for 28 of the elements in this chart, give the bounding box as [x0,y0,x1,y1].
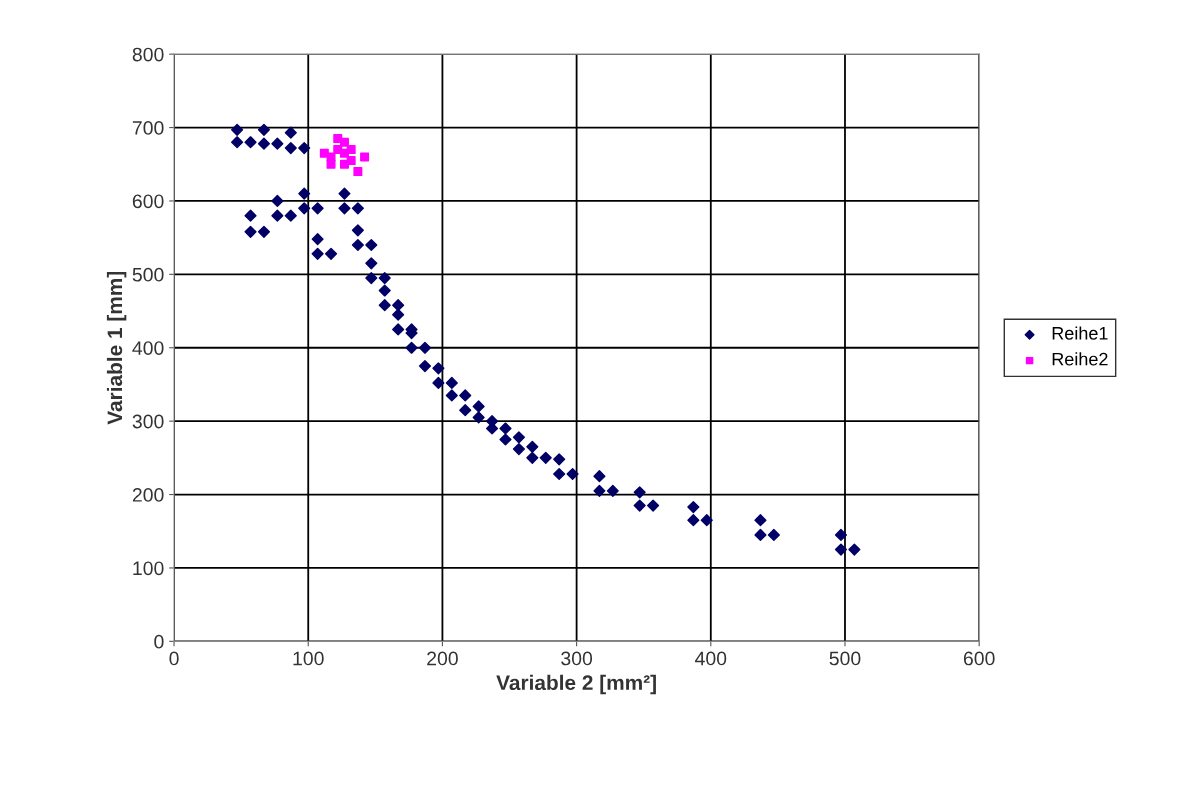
y-tick-label: 100 [133,561,164,576]
x-tick-label: 300 [561,651,593,666]
point [339,159,349,169]
x-tick-label: 400 [695,651,727,666]
x-tick-label: 0 [169,651,179,666]
y-tick-label: 700 [132,121,164,135]
legend-label: Reihe1 [1052,326,1108,340]
y-tick-label: 300 [132,414,164,429]
x-tick-label: 600 [963,651,995,666]
x-axis-title: Variable 2 [mm²] [496,674,656,695]
y-tick-label: 800 [132,47,164,62]
legend-label: Reihe2 [1052,352,1108,366]
y-tick-label: 0 [154,634,164,649]
point [346,156,356,166]
x-tick-label: 100 [293,651,324,666]
x-tick-label: 500 [829,651,861,666]
y-tick-label: 400 [132,341,164,355]
y-tick-label: 200 [132,488,164,502]
point [326,159,336,169]
point [353,167,363,177]
y-tick-label: 500 [132,267,164,282]
y-axis-title: Variable 1 [mm] [106,271,127,425]
point [339,137,349,147]
point [319,148,329,158]
y-tick-label: 600 [132,194,164,209]
x-tick-label: 200 [427,651,458,666]
point [360,152,370,162]
point [339,148,349,158]
